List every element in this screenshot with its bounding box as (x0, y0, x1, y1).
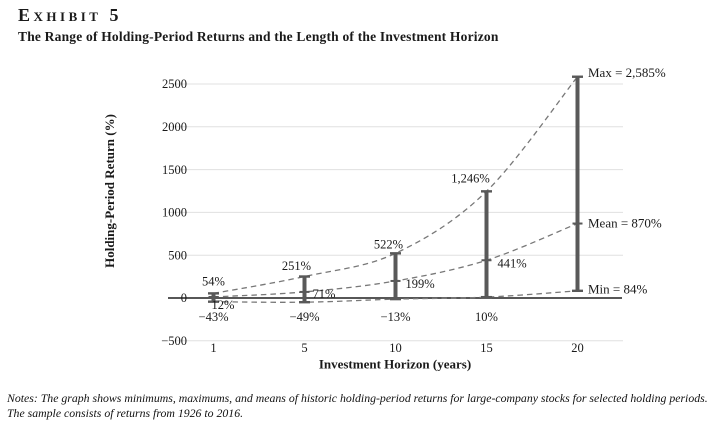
series-annotations: Max = 2,585% Mean = 870% Min = 84% (588, 65, 666, 296)
svg-text:441%: 441% (498, 256, 527, 270)
x-tick-labels: 1 5 10 15 20 (210, 341, 583, 355)
svg-text:500: 500 (168, 248, 187, 262)
range-bar-15yr (481, 190, 492, 299)
range-bar-5yr (299, 275, 310, 304)
svg-text:199%: 199% (406, 277, 435, 291)
x-axis-title: Investment Horizon (years) (319, 357, 471, 372)
svg-text:−13%: −13% (381, 310, 411, 324)
range-bar-1yr (208, 292, 219, 303)
svg-text:2000: 2000 (162, 120, 187, 134)
y-tick-labels: −500 0 500 1000 1500 2000 2500 (161, 77, 187, 348)
notes-line-2: The sample consists of returns from 1926… (7, 405, 244, 420)
annotation-max: Max = 2,585% (588, 65, 666, 80)
svg-text:10%: 10% (475, 310, 498, 324)
exhibit-title: The Range of Holding-Period Returns and … (18, 28, 499, 44)
svg-text:−43%: −43% (199, 310, 229, 324)
svg-text:−49%: −49% (290, 310, 320, 324)
svg-text:0: 0 (181, 291, 187, 305)
figure-notes: Notes: The graph shows minimums, maximum… (7, 391, 708, 420)
notes-line-1: Notes: The graph shows minimums, maximum… (7, 391, 708, 405)
svg-text:1000: 1000 (162, 206, 187, 220)
exhibit-number: Exhibit 5 (18, 5, 122, 25)
svg-text:−500: −500 (161, 334, 187, 348)
y-axis-title: Holding-Period Return (%) (102, 114, 117, 268)
y-gridlines (168, 83, 623, 342)
figure-header: Exhibit 5 The Range of Holding-Period Re… (18, 5, 499, 45)
svg-text:10: 10 (389, 341, 402, 355)
svg-text:5: 5 (301, 341, 307, 355)
range-bars (208, 75, 583, 304)
range-bar-20yr (572, 75, 583, 293)
svg-text:1: 1 (210, 341, 216, 355)
trend-curve-max (213, 76, 579, 295)
svg-text:1,246%: 1,246% (451, 171, 490, 185)
svg-text:71%: 71% (313, 287, 336, 301)
svg-text:2500: 2500 (162, 77, 187, 91)
svg-text:522%: 522% (374, 237, 403, 251)
annotation-mean: Mean = 870% (588, 215, 662, 230)
range-bar-10yr (390, 252, 401, 301)
point-labels: 54% 12%−43% 251%71% −49% 522% 199% −13% 1,246% 4… (199, 171, 527, 324)
svg-text:54%: 54% (202, 274, 225, 288)
svg-text:251%: 251% (282, 259, 311, 273)
svg-text:1500: 1500 (162, 163, 187, 177)
svg-text:12%: 12% (212, 298, 235, 312)
annotation-min: Min = 84% (588, 281, 648, 296)
svg-text:20: 20 (571, 341, 584, 355)
svg-text:15: 15 (480, 341, 493, 355)
